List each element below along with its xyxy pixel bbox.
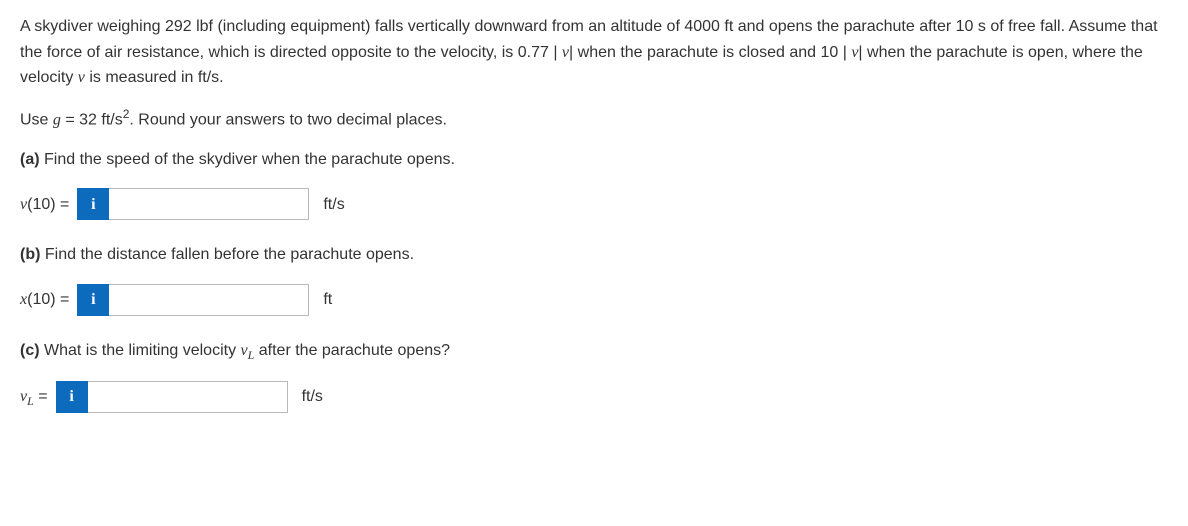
part-b-row: x(10) = i ft [20, 284, 1168, 316]
part-a-lhs: v(10) = [20, 192, 69, 218]
part-b-unit: ft [323, 287, 332, 313]
part-c-lhs: vL = [20, 384, 48, 411]
problem-instruction: Use g = 32 ft/s2. Round your answers to … [20, 105, 1168, 133]
info-icon[interactable]: i [77, 284, 109, 316]
part-c-input-wrap: i [56, 381, 288, 413]
part-b-lhs: x(10) = [20, 287, 69, 313]
part-b-input[interactable] [109, 284, 309, 316]
part-c-input[interactable] [88, 381, 288, 413]
part-a-label: (a) Find the speed of the skydiver when … [20, 147, 1168, 173]
info-icon[interactable]: i [77, 188, 109, 220]
part-c-label: (c) What is the limiting velocity vL aft… [20, 338, 1168, 365]
part-c-row: vL = i ft/s [20, 381, 1168, 413]
part-a-row: v(10) = i ft/s [20, 188, 1168, 220]
part-b-label: (b) Find the distance fallen before the … [20, 242, 1168, 268]
part-a-input[interactable] [109, 188, 309, 220]
problem-intro: A skydiver weighing 292 lbf (including e… [20, 14, 1168, 91]
part-c-unit: ft/s [302, 384, 323, 410]
part-b-input-wrap: i [77, 284, 309, 316]
info-icon[interactable]: i [56, 381, 88, 413]
part-a-input-wrap: i [77, 188, 309, 220]
part-a-unit: ft/s [323, 192, 344, 218]
